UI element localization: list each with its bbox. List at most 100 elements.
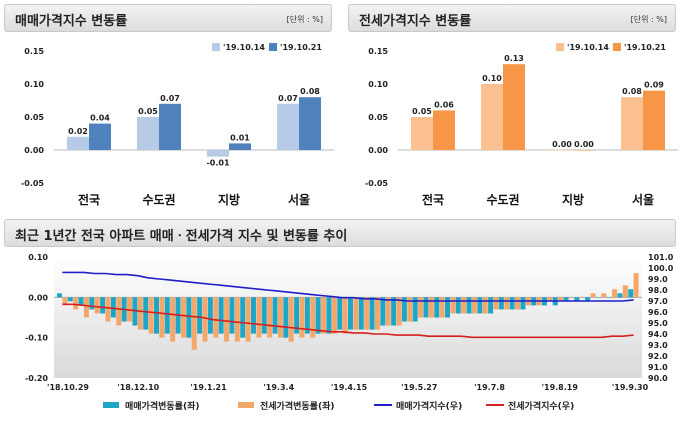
sale-data-label: 0.07 <box>160 94 180 103</box>
sale-bar <box>67 136 89 150</box>
trend-sale-change-bar <box>251 297 256 334</box>
trend-jeonse-change-bar <box>558 297 564 302</box>
sale-panel-header: 매매가격지수 변동률 [단위 : %] <box>4 4 332 32</box>
trend-jeonse-change-bar <box>622 285 628 298</box>
jeonse-bar <box>551 150 573 151</box>
trend-y-right-tick: 99.0 <box>648 275 668 284</box>
trend-jeonse-change-bar <box>482 297 488 314</box>
sale-legend-swatch <box>269 43 277 51</box>
trend-jeonse-change-bar <box>299 297 305 338</box>
sale-bar <box>277 103 299 150</box>
trend-jeonse-change-bar <box>493 297 499 310</box>
sale-y-tick: 0.00 <box>24 146 44 155</box>
jeonse-category-label: 전국 <box>422 192 444 207</box>
sale-y-tick: -0.05 <box>21 179 44 188</box>
trend-sale-change-bar <box>348 297 353 330</box>
jeonse-category-label: 서울 <box>632 192 654 207</box>
jeonse-bar <box>573 150 595 151</box>
jeonse-y-tick: 0.10 <box>368 80 388 89</box>
trend-jeonse-change-bar <box>234 297 240 342</box>
trend-sale-change-bar <box>261 297 267 334</box>
sale-panel-title: 매매가격지수 변동률 <box>15 14 128 29</box>
trend-jeonse-change-bar <box>137 297 143 330</box>
trend-y-right-tick: 93.0 <box>648 341 668 350</box>
jeonse-data-label: 0.00 <box>552 140 572 149</box>
trend-sale-change-bar <box>132 297 138 326</box>
jeonse-data-label: 0.09 <box>644 81 664 90</box>
trend-sale-change-bar <box>488 297 494 314</box>
trend-sale-change-bar <box>100 297 106 314</box>
jeonse-category-label: 수도권 <box>486 193 519 207</box>
trend-sale-change-bar <box>412 297 418 322</box>
trend-jeonse-change-bar <box>418 297 424 318</box>
trend-jeonse-change-bar <box>245 297 251 342</box>
sale-category-label: 서울 <box>288 192 310 207</box>
trend-jeonse-change-bar <box>148 297 154 334</box>
jeonse-panel-title: 전세가격지수 변동률 <box>359 14 472 29</box>
trend-sale-change-bar <box>477 297 483 314</box>
trend-sale-change-bar <box>57 293 62 298</box>
trend-sale-change-bar <box>304 297 310 334</box>
trend-sale-change-bar <box>423 297 429 318</box>
trend-x-tick: '19.5.27 <box>401 383 437 392</box>
sale-data-label: 0.08 <box>300 87 320 96</box>
jeonse-y-tick: 0.00 <box>368 146 388 155</box>
trend-x-tick: '19.9.30 <box>612 383 649 392</box>
sale-data-label: 0.02 <box>68 127 88 136</box>
trend-jeonse-change-bar <box>310 297 316 338</box>
trend-sale-change-bar <box>283 297 289 338</box>
trend-sale-change-bar <box>391 297 397 326</box>
jeonse-legend-label: '19.10.21 <box>624 43 666 52</box>
trend-y-left-tick: -0.10 <box>25 334 48 343</box>
trend-jeonse-change-bar <box>439 297 445 318</box>
trend-jeonse-change-bar <box>213 297 219 338</box>
trend-jeonse-change-bar <box>331 297 337 334</box>
trend-y-right-tick: 95.0 <box>648 319 668 328</box>
trend-y-right-tick: 96.0 <box>648 308 668 317</box>
trend-sale-change-bar <box>78 297 84 306</box>
trend-jeonse-change-bar <box>590 293 596 298</box>
sale-y-tick: 0.05 <box>24 113 44 122</box>
trend-jeonse-change-bar <box>159 297 165 338</box>
jeonse-y-tick: 0.15 <box>368 47 388 56</box>
jeonse-legend-swatch <box>556 43 564 51</box>
trend-sale-change-bar <box>445 297 450 318</box>
sale-data-label: 0.04 <box>90 114 110 123</box>
trend-y-right-tick: 92.0 <box>648 352 668 361</box>
jeonse-bar <box>643 90 665 150</box>
jeonse-data-label: 0.08 <box>622 87 642 96</box>
trend-legend-label: 전세가격변동률(좌) <box>260 400 334 412</box>
sale-legend-label: '19.10.21 <box>280 43 322 52</box>
trend-sale-change-bar <box>164 297 170 334</box>
trend-legend-label: 전세가격지수(우) <box>508 400 574 412</box>
trend-sale-change-bar <box>229 297 235 334</box>
trend-sale-change-bar <box>520 297 526 310</box>
sale-bar <box>207 150 229 157</box>
sale-legend-label: '19.10.14 <box>223 43 265 52</box>
trend-sale-change-bar <box>67 297 73 302</box>
trend-jeonse-change-bar <box>62 297 68 306</box>
jeonse-y-tick: -0.05 <box>365 179 388 188</box>
trend-sale-change-bar <box>89 297 95 310</box>
trend-jeonse-change-bar <box>364 297 370 330</box>
trend-sale-change-bar <box>272 297 278 334</box>
jeonse-y-tick: 0.05 <box>368 113 388 122</box>
trend-jeonse-change-bar <box>633 273 639 298</box>
trend-sale-change-bar <box>197 297 203 334</box>
trend-sale-change-bar <box>509 297 515 310</box>
trend-jeonse-change-bar <box>170 297 176 342</box>
jeonse-bar <box>621 97 643 150</box>
trend-y-left-tick: 0.10 <box>28 253 48 262</box>
trend-y-right-tick: 97.0 <box>648 297 668 306</box>
trend-sale-change-bar <box>110 297 116 318</box>
trend-jeonse-change-bar <box>267 297 273 338</box>
trend-jeonse-change-bar <box>105 297 111 322</box>
trend-jeonse-change-bar <box>342 297 348 334</box>
jeonse-data-label: 0.13 <box>504 54 524 63</box>
trend-legend-swatch <box>103 402 119 408</box>
jeonse-legend-label: '19.10.14 <box>567 43 609 52</box>
trend-legend-label: 매매가격변동률(좌) <box>125 400 199 412</box>
trend-x-tick: '19.4.15 <box>331 383 368 392</box>
trend-x-tick: '19.8.19 <box>542 383 579 392</box>
